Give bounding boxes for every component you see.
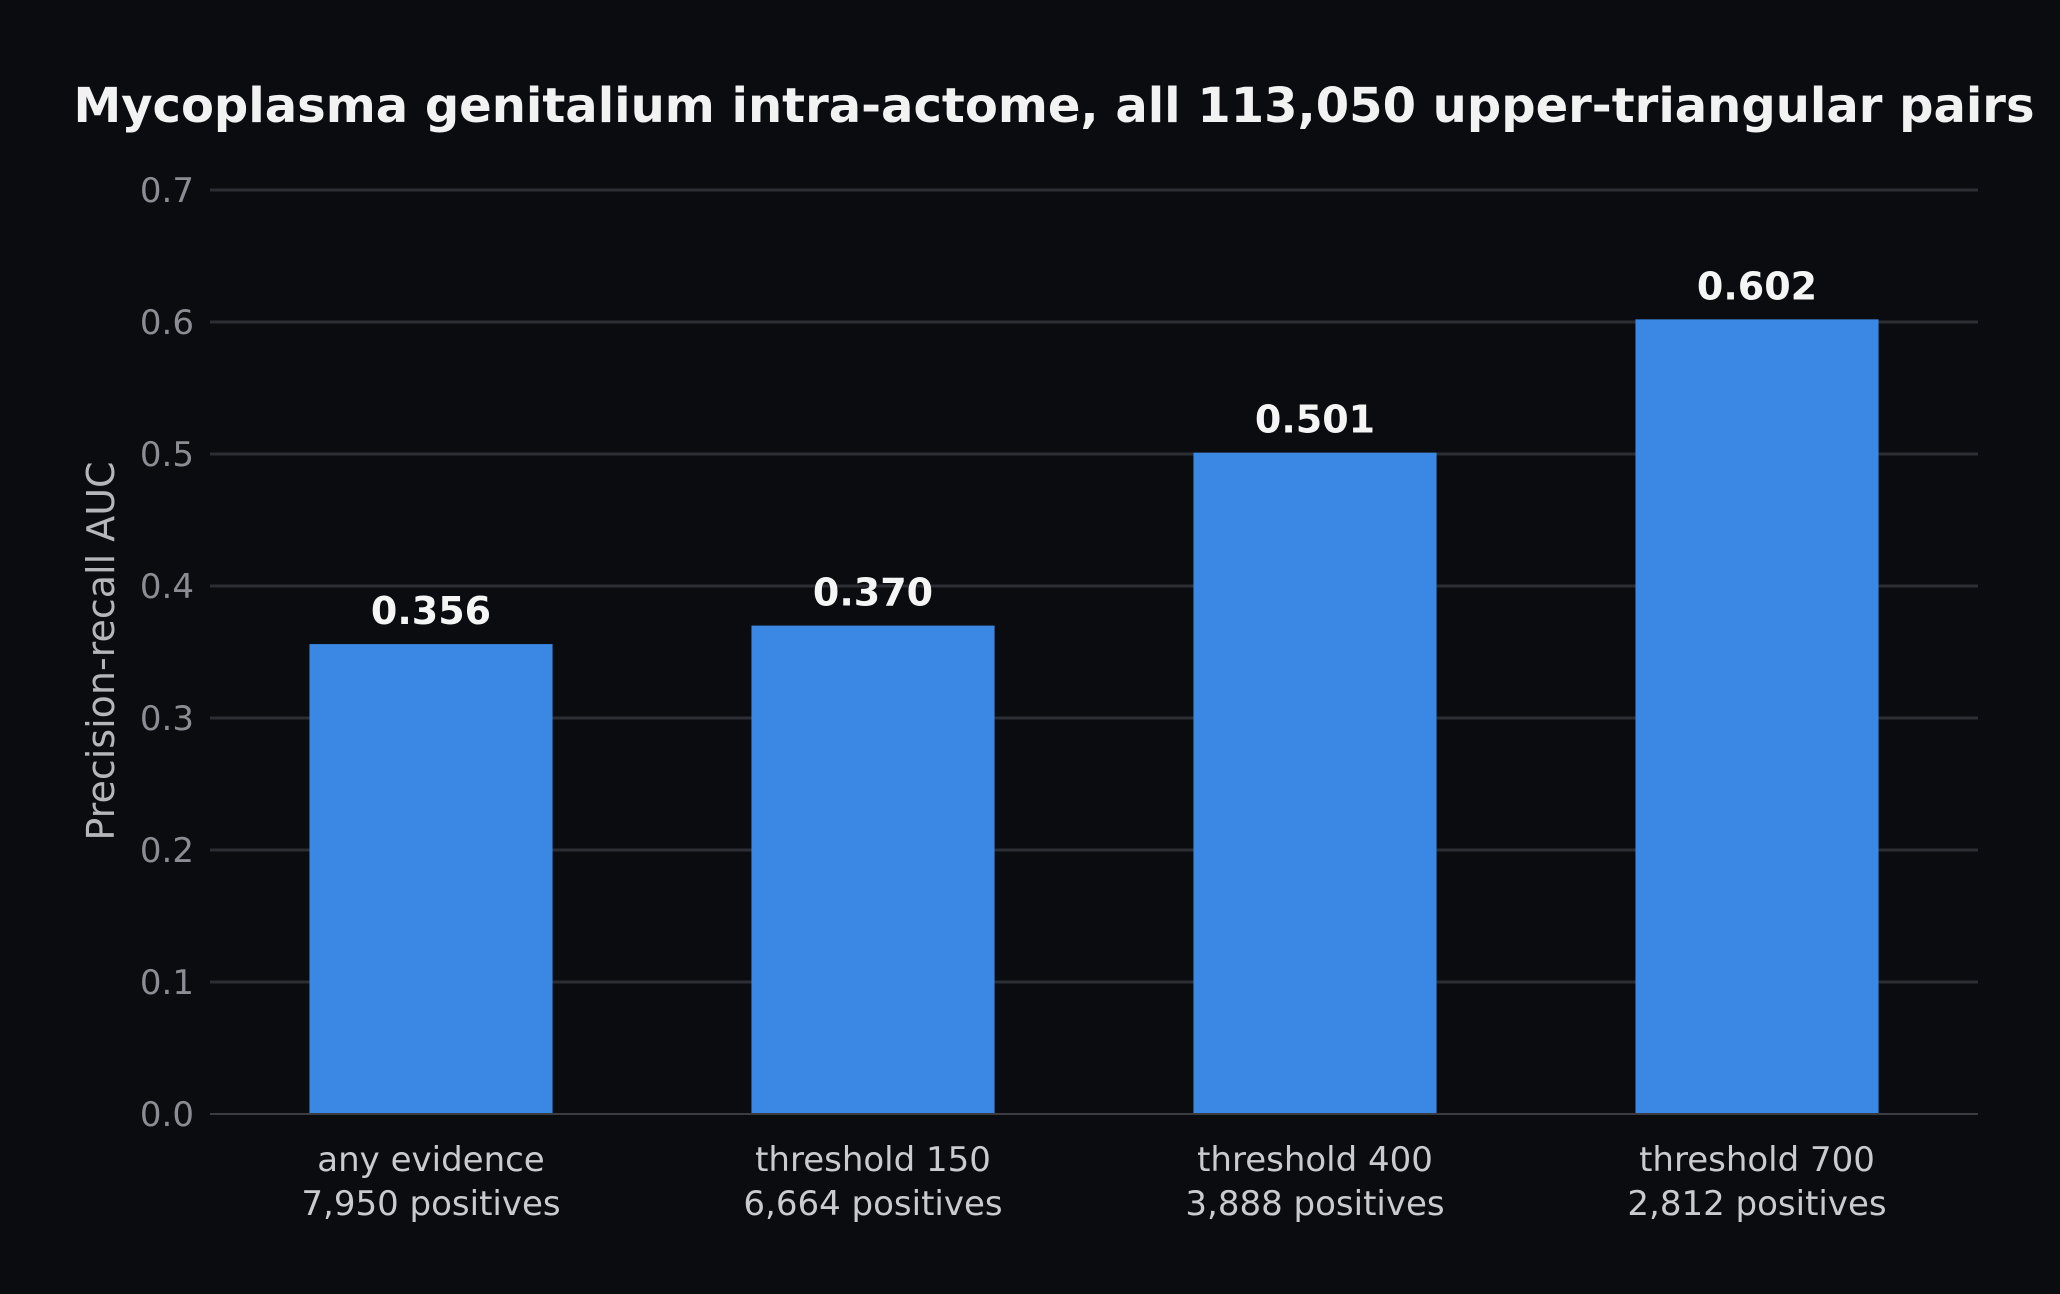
x-tick-label: threshold 150 [755,1140,991,1180]
x-tick-label: 2,812 positives [1627,1184,1886,1224]
y-tick-label: 0.1 [140,963,194,1003]
y-tick-label: 0.5 [140,435,194,475]
y-axis-ticks: 0.0 0.1 0.2 0.3 0.4 0.5 0.6 0.7 [140,171,194,1135]
bars [309,319,1879,1114]
x-tick-label: 6,664 positives [743,1184,1002,1224]
y-tick-label: 0.6 [140,303,194,343]
x-tick-label: threshold 700 [1639,1140,1875,1180]
x-tick-label: threshold 400 [1197,1140,1433,1180]
bar-value-label: 0.501 [1255,398,1375,442]
bar-value-label: 0.370 [813,571,933,615]
y-tick-label: 0.2 [140,831,194,871]
value-labels: 0.356 0.370 0.501 0.602 [371,264,1817,633]
bar-value-label: 0.356 [371,589,491,633]
x-tick-label: any evidence [317,1140,544,1180]
x-tick-label: 7,950 positives [301,1184,560,1224]
y-axis-label: Precision-recall AUC [79,461,123,840]
bar [309,644,553,1114]
bar-value-label: 0.602 [1697,264,1817,308]
bar [751,625,995,1114]
y-tick-label: 0.0 [140,1095,194,1135]
y-tick-label: 0.4 [140,567,194,607]
bar [1635,319,1879,1114]
chart-title: Mycoplasma genitalium intra-actome, all … [73,78,2034,134]
bar [1193,452,1437,1114]
x-tick-label: 3,888 positives [1185,1184,1444,1224]
y-tick-label: 0.3 [140,699,194,739]
y-tick-label: 0.7 [140,171,194,211]
